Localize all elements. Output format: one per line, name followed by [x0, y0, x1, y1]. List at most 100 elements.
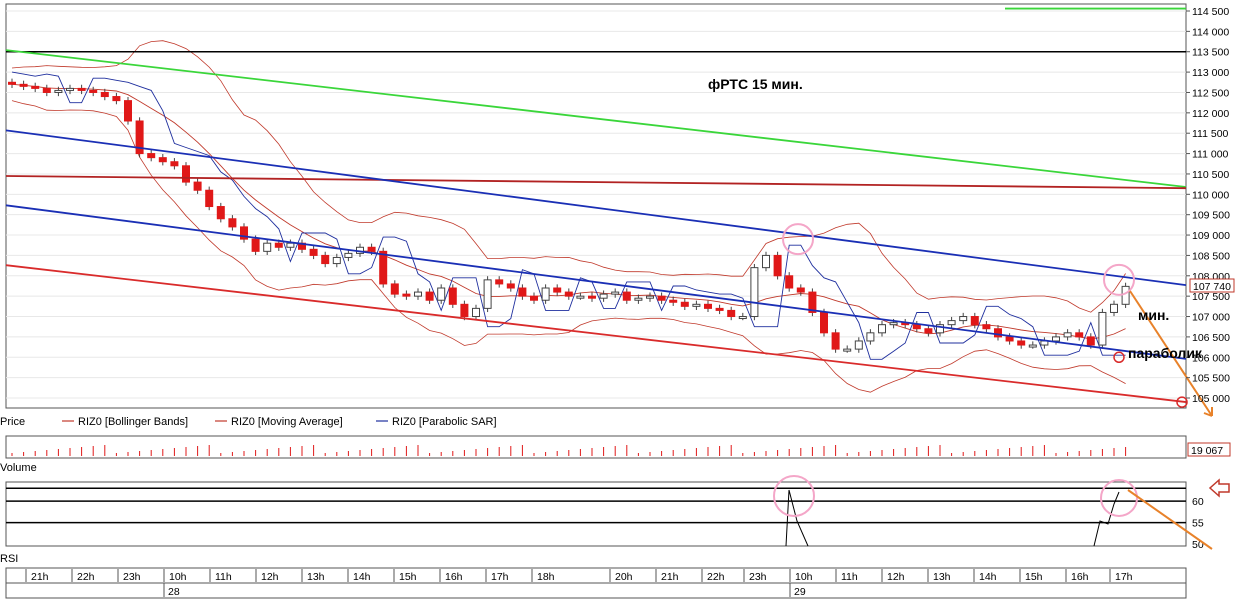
candle-body: [135, 120, 144, 155]
candle-body: [808, 291, 817, 313]
candle-body: [286, 242, 295, 248]
legend-parabolic-sar: RIZ0 [Parabolic SAR]: [392, 416, 497, 428]
legend: Price RIZ0 [Bollinger Bands] RIZ0 [Movin…: [0, 416, 497, 428]
time-axis: 21h 22h 23h 10h 11h 12h 13h 14h 15h 16h 17h 18h 20h 2…: [6, 569, 1186, 598]
legend-bollinger: RIZ0 [Bollinger Bands]: [78, 416, 188, 428]
time-hour-label: 15h: [1025, 571, 1043, 583]
candle-body: [390, 283, 399, 295]
candle-body: [460, 303, 469, 318]
price-tick-label: 107 000: [1192, 312, 1230, 324]
time-hour-label: 21h: [661, 571, 679, 583]
candle-body: [367, 246, 376, 252]
highlight-circle: [1103, 263, 1135, 296]
blue-channel-upper: [5, 129, 1187, 287]
candle-body: [158, 157, 167, 163]
blue-channel-middle: [5, 204, 1187, 360]
candle-body: [448, 287, 457, 305]
time-hour-label: 12h: [261, 571, 279, 583]
time-day-label: 29: [794, 586, 806, 598]
candle-body: [1028, 344, 1037, 348]
candle-body: [936, 324, 944, 334]
candle-body: [124, 100, 132, 122]
candle-body: [414, 291, 422, 297]
rsi-tick-label: 50: [1192, 539, 1204, 551]
rsi-pointer-arrow: [1208, 478, 1230, 498]
price-tick-label: 113 500: [1192, 47, 1229, 59]
annotation-min: мин.: [1138, 307, 1169, 323]
candle-body: [425, 291, 434, 301]
sar-marker: [1113, 351, 1125, 364]
volume-panel-label: Volume: [0, 462, 37, 474]
time-hour-label: 23h: [749, 571, 767, 583]
candle-body: [332, 256, 341, 265]
time-hour-label: 16h: [445, 571, 463, 583]
candle-body: [831, 332, 840, 350]
price-tick-label: 111 000: [1192, 149, 1229, 161]
candle-body: [1098, 311, 1107, 346]
red-horizontal-line: [5, 175, 1187, 190]
candle-body: [530, 295, 538, 301]
candle-body: [982, 324, 991, 330]
candle-body: [924, 328, 933, 334]
rsi-highlight-circle: [1100, 479, 1138, 517]
forecast-arrow-line: [1129, 290, 1213, 417]
candle-body: [994, 328, 1002, 338]
candle-body: [738, 316, 747, 320]
candle-body: [89, 89, 98, 93]
candle-body: [321, 254, 330, 265]
rsi-tick-label: 55: [1192, 518, 1204, 530]
candle-body: [878, 324, 886, 334]
price-tick-label: 112 500: [1192, 87, 1229, 99]
candle-body: [750, 267, 759, 318]
rsi-line: [1093, 491, 1120, 547]
candle-body: [228, 218, 237, 228]
red-trend-line: [5, 264, 1187, 403]
price-tick-label: 108 500: [1192, 250, 1230, 262]
candle-body: [216, 206, 225, 220]
candle-body: [263, 242, 272, 252]
volume-last-value: 19 067: [1191, 445, 1223, 457]
candle-body: [77, 87, 86, 91]
time-hour-label: 14h: [979, 571, 997, 583]
price-tick-label: 110 000: [1192, 189, 1229, 201]
price-panel: [5, 3, 1187, 409]
rsi-highlight-circle: [773, 475, 815, 517]
candle-body: [1063, 332, 1072, 338]
time-hour-label: 13h: [933, 571, 951, 583]
price-tick-label: 106 500: [1192, 332, 1230, 344]
trendline-end-marker: [1176, 396, 1188, 408]
price-tick-label: 105 500: [1192, 373, 1230, 385]
candle-body: [680, 301, 689, 307]
bollinger-upper-band: [11, 40, 1126, 313]
time-hour-label: 18h: [537, 571, 555, 583]
time-hour-label: 15h: [399, 571, 417, 583]
candle-body: [657, 295, 666, 301]
time-hour-label: 16h: [1071, 571, 1089, 583]
candle-body: [31, 85, 40, 89]
candle-body: [274, 242, 283, 248]
candle-body: [170, 161, 179, 167]
price-tick-label: 105 000: [1192, 393, 1230, 405]
time-hour-label: 22h: [707, 571, 725, 583]
candle-body: [1052, 336, 1060, 342]
time-hour-label: 12h: [887, 571, 905, 583]
legend-moving-average: RIZ0 [Moving Average]: [231, 416, 343, 428]
candle-body: [866, 332, 875, 342]
candle-body: [472, 307, 480, 318]
candle-body: [240, 226, 248, 240]
candle-body: [309, 248, 318, 256]
candle-body: [692, 303, 701, 307]
rsi-tick-label: 60: [1192, 496, 1204, 508]
candle-body: [541, 287, 550, 301]
rsi-panel: [5, 481, 1187, 547]
bollinger-lower-band: [11, 100, 1126, 393]
time-hour-label: 22h: [77, 571, 95, 583]
candle-body: [193, 181, 202, 191]
time-hour-label: 11h: [841, 571, 858, 583]
candle-body: [727, 309, 736, 318]
price-tick-label: 106 000: [1192, 352, 1230, 364]
candle-body: [912, 324, 921, 330]
candle-body: [762, 254, 770, 269]
candle-body: [773, 254, 782, 277]
chart-title: фРТС 15 мин.: [708, 76, 803, 92]
